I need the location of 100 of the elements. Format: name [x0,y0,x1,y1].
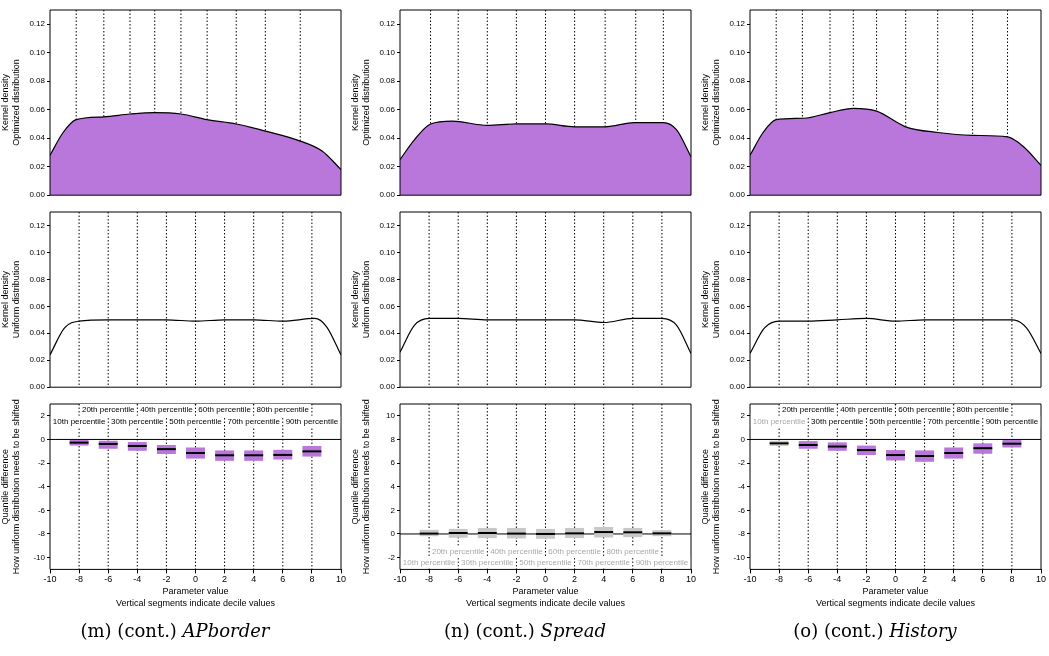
y-tick-label: 0 [390,529,396,539]
x-tick-label: -4 [133,574,142,585]
x-tick-label: 8 [1009,574,1015,585]
x-tick-label: 6 [280,574,286,585]
annotation: 10th percentile [752,416,806,426]
y-tick-label: 0.10 [729,247,746,257]
y-tick-label: 0 [740,434,746,444]
y-tick-label: -8 [737,529,746,539]
x-tick-label: -2 [862,574,871,585]
y-tick-label: 0.12 [379,220,396,230]
y-tick-label: 0.02 [379,161,396,171]
y-tick-label: 2 [40,411,46,421]
annotation: 70th percentile [577,557,631,567]
y-tick-label: 2 [740,411,746,421]
x-axis-title: Parameter value [162,586,229,597]
y-tick-label: 0.02 [729,355,746,365]
annotation: 40th percentile [140,405,194,415]
annotation: 20th percentile [81,405,135,415]
y-tick-label: 0.02 [29,355,46,365]
y-tick-label: 0.08 [729,274,746,284]
y-tick-label: 0.02 [729,161,746,171]
y-axis-title: Kernel density Optimized distribution [0,59,21,146]
y-tick-label: 0.04 [729,328,746,338]
annotation: 60th percentile [198,405,252,415]
y-tick-label: -4 [37,481,46,491]
y-tick-label: 0.06 [29,301,46,311]
x-tick-label: -8 [775,574,784,585]
y-tick-label: 0.08 [729,76,746,86]
x-tick-label: 8 [309,574,315,585]
annotation: 10th percentile [52,416,106,426]
y-tick-label: 0.02 [379,355,396,365]
y-axis-title: Kernel density Uniform distribution [0,260,21,339]
x-tick-label: -6 [104,574,113,585]
annotation: 80th percentile [606,546,660,556]
x-tick-label: 8 [659,574,665,585]
x-tick-label: 2 [572,574,578,585]
y-tick-label: 0.02 [29,161,46,171]
x-tick-label: 0 [542,574,549,585]
annotation: 30th percentile [461,557,515,567]
x-tick-label: 6 [630,574,636,585]
x-tick-label: 6 [980,574,986,585]
x-tick-label: 10 [1035,574,1047,585]
x-tick-label: 0 [892,574,899,585]
y-tick-label: -6 [37,505,46,515]
x-tick-label: -6 [454,574,463,585]
y-tick-label: 0.12 [729,19,746,29]
annotation: 50th percentile [519,557,573,567]
annotation: 90th percentile [635,557,689,567]
y-tick-label: 0.12 [729,220,746,230]
annotation: 40th percentile [840,405,894,415]
annotation: 30th percentile [811,416,865,426]
annotation: 10th percentile [402,557,456,567]
y-tick-label: 0.00 [729,382,746,392]
annotation: 70th percentile [927,416,981,426]
y-tick-label: 0.12 [29,19,46,29]
y-tick-label: 0.08 [29,76,46,86]
annotation: 50th percentile [169,416,223,426]
annotation: 70th percentile [227,416,281,426]
y-tick-label: 0.04 [379,133,396,143]
x-tick-label: -2 [162,574,171,585]
y-tick-label: 0.10 [379,247,396,257]
y-tick-label: -8 [37,529,46,539]
x-axis-title: Parameter value [512,586,579,597]
y-tick-label: -2 [737,458,746,468]
x-tick-label: -4 [833,574,842,585]
annotation: 50th percentile [869,416,923,426]
y-tick-label: 0.00 [379,190,396,200]
x-tick-label: 10 [685,574,697,585]
y-tick-label: 0 [40,434,46,444]
y-tick-label: -4 [737,481,746,491]
y-tick-label: 0.12 [379,19,396,29]
annotation: 80th percentile [256,405,310,415]
y-tick-label: 0.04 [29,133,46,143]
y-tick-label: -2 [37,458,46,468]
y-tick-label: 0.04 [29,328,46,338]
y-tick-label: 0.10 [379,47,396,57]
x-tick-label: -2 [512,574,521,585]
x-tick-label: 4 [601,574,607,585]
annotation: 60th percentile [548,546,602,556]
y-tick-label: 0.06 [729,301,746,311]
text: (n) (cont.) Spread [444,620,606,641]
y-tick-label: 4 [390,481,396,491]
x-tick-label: -4 [483,574,492,585]
annotation: 20th percentile [431,546,485,556]
y-tick-label: 0.04 [729,133,746,143]
y-tick-label: 0.12 [29,220,46,230]
annotation: 40th percentile [490,546,544,556]
y-tick-label: 0.08 [379,274,396,284]
y-tick-label: 0.10 [29,247,46,257]
x-tick-label: -6 [804,574,813,585]
text: (m) (cont.) APborder [80,620,270,641]
y-axis-title: Kernel density Optimized distribution [349,59,371,146]
y-axis-title: Kernel density Uniform distribution [699,260,721,339]
y-tick-label: 0.00 [29,382,46,392]
x-tick-label: 2 [222,574,228,585]
text: Vertical segments indicate decile values [115,598,276,609]
x-tick-label: 4 [951,574,957,585]
annotation: 80th percentile [956,405,1010,415]
annotation: 20th percentile [781,405,835,415]
y-tick-label: 0.06 [379,301,396,311]
